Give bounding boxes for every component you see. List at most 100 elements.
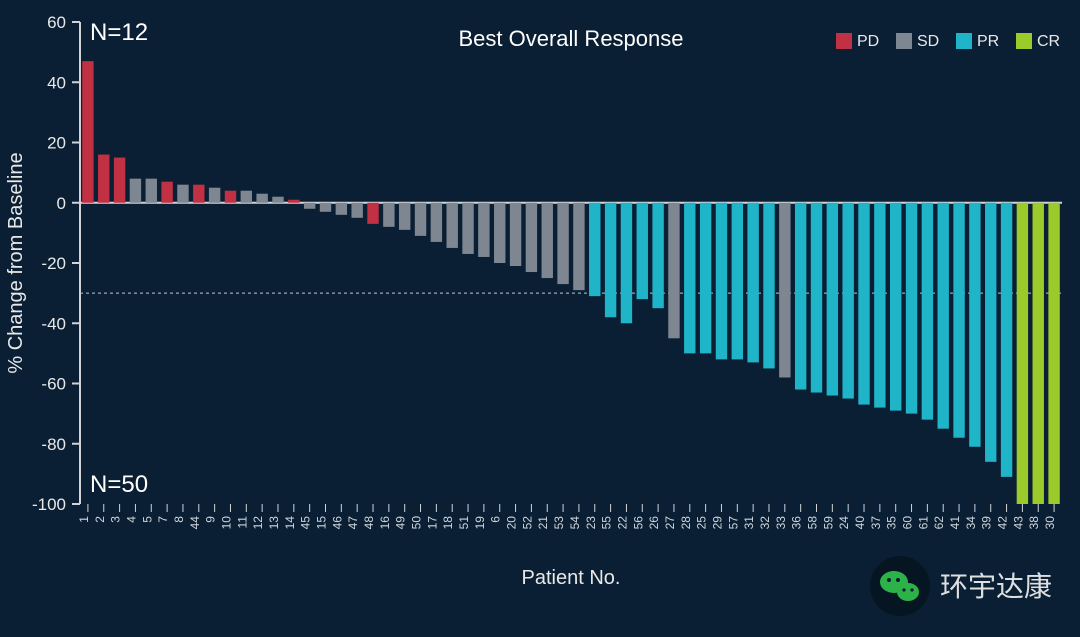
bar xyxy=(462,203,473,254)
bar xyxy=(225,191,236,203)
annotation-bottom: N=50 xyxy=(90,471,148,498)
bar xyxy=(161,182,172,203)
x-tick-label: 38 xyxy=(1027,516,1041,530)
x-tick-label: 24 xyxy=(837,516,851,530)
x-tick-label: 39 xyxy=(980,516,994,530)
x-tick-label: 11 xyxy=(235,516,249,529)
legend-swatch xyxy=(956,33,972,49)
annotation-top: N=12 xyxy=(90,19,148,46)
bar xyxy=(795,203,806,390)
bar xyxy=(415,203,426,236)
bar xyxy=(1048,203,1059,504)
x-tick-label: 60 xyxy=(901,516,915,530)
x-tick-label: 57 xyxy=(726,516,740,530)
x-tick-label: 8 xyxy=(172,516,186,523)
x-tick-label: 16 xyxy=(378,516,392,530)
bar xyxy=(98,155,109,203)
y-tick-label: -100 xyxy=(32,495,66,514)
x-tick-label: 53 xyxy=(552,516,566,530)
y-tick-label: 60 xyxy=(47,13,66,32)
bar xyxy=(177,185,188,203)
bar xyxy=(953,203,964,438)
bar xyxy=(763,203,774,369)
x-tick-label: 61 xyxy=(916,516,930,530)
x-tick-label: 41 xyxy=(948,516,962,530)
legend-label: CR xyxy=(1037,33,1060,50)
bar xyxy=(779,203,790,378)
x-tick-label: 21 xyxy=(536,516,550,530)
bar xyxy=(637,203,648,299)
bar xyxy=(351,203,362,218)
x-tick-label: 26 xyxy=(647,516,661,530)
bar xyxy=(684,203,695,354)
bar xyxy=(431,203,442,242)
bar xyxy=(969,203,980,447)
x-tick-label: 2 xyxy=(93,516,107,523)
legend-label: PD xyxy=(857,33,879,50)
x-tick-label: 37 xyxy=(869,516,883,530)
y-tick-label: -60 xyxy=(41,375,66,394)
x-axis-label: Patient No. xyxy=(522,567,621,589)
x-tick-label: 42 xyxy=(996,516,1010,530)
bar xyxy=(256,194,267,203)
bar xyxy=(557,203,568,284)
x-tick-label: 4 xyxy=(124,516,138,523)
x-tick-label: 23 xyxy=(584,516,598,530)
bar xyxy=(336,203,347,215)
bar xyxy=(510,203,521,266)
bar xyxy=(621,203,632,324)
bar xyxy=(478,203,489,257)
x-tick-label: 46 xyxy=(330,516,344,530)
legend-swatch xyxy=(896,33,912,49)
bar xyxy=(494,203,505,263)
bar xyxy=(542,203,553,278)
bar xyxy=(906,203,917,414)
x-tick-label: 12 xyxy=(251,516,265,530)
x-tick-label: 19 xyxy=(473,516,487,530)
bar xyxy=(114,158,125,203)
bar xyxy=(747,203,758,363)
bar xyxy=(272,197,283,203)
x-tick-label: 1 xyxy=(77,516,91,523)
bar xyxy=(367,203,378,224)
x-tick-label: 25 xyxy=(695,516,709,530)
y-tick-label: -20 xyxy=(41,254,66,273)
x-tick-label: 36 xyxy=(790,516,804,530)
x-tick-label: 45 xyxy=(299,516,313,530)
legend-swatch xyxy=(1016,33,1032,49)
bar xyxy=(589,203,600,296)
y-tick-label: 20 xyxy=(47,134,66,153)
x-tick-label: 58 xyxy=(806,516,820,530)
legend-swatch xyxy=(836,33,852,49)
bar xyxy=(447,203,458,248)
x-tick-label: 6 xyxy=(489,516,503,523)
x-tick-label: 62 xyxy=(932,516,946,530)
x-tick-label: 59 xyxy=(821,516,835,530)
bar xyxy=(288,200,299,203)
x-tick-label: 32 xyxy=(758,516,772,530)
bar xyxy=(320,203,331,212)
y-tick-label: -40 xyxy=(41,314,66,333)
bar xyxy=(827,203,838,396)
legend-label: PR xyxy=(977,33,999,50)
bar xyxy=(209,188,220,203)
x-tick-label: 3 xyxy=(109,516,123,523)
bar xyxy=(842,203,853,399)
bar xyxy=(668,203,679,339)
x-tick-label: 18 xyxy=(441,516,455,530)
bar xyxy=(526,203,537,272)
y-axis-label: % Change from Baseline xyxy=(5,152,27,373)
bar xyxy=(716,203,727,360)
bar xyxy=(605,203,616,317)
y-tick-label: 0 xyxy=(57,194,66,213)
x-tick-label: 48 xyxy=(362,516,376,530)
x-tick-label: 31 xyxy=(742,516,756,530)
bar xyxy=(985,203,996,462)
x-tick-label: 13 xyxy=(267,516,281,530)
x-tick-label: 28 xyxy=(679,516,693,530)
x-tick-label: 33 xyxy=(774,516,788,530)
x-tick-label: 7 xyxy=(156,516,170,523)
bar xyxy=(652,203,663,308)
x-tick-label: 56 xyxy=(631,516,645,530)
bar xyxy=(1033,203,1044,504)
